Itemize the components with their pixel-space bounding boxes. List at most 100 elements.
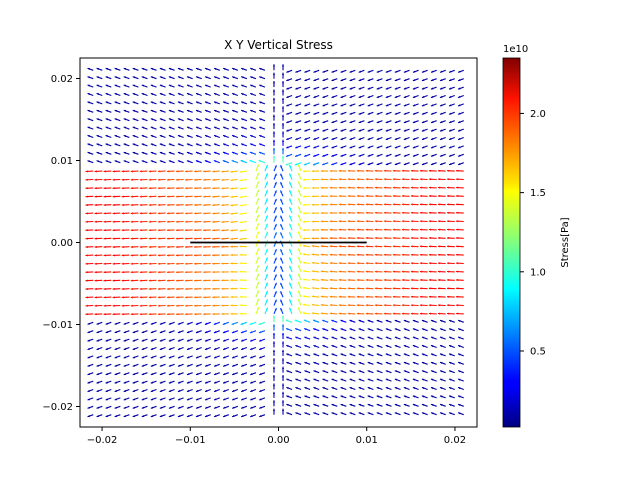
- quiver-arrow-head: [221, 237, 224, 240]
- quiver-arrow-head: [205, 372, 208, 376]
- quiver-arrow-head: [96, 398, 100, 401]
- quiver-arrow-head: [139, 195, 143, 198]
- quiver-arrow-head: [367, 78, 371, 82]
- quiver-arrow-head: [186, 67, 190, 71]
- quiver-arrow-head: [166, 262, 170, 265]
- quiver-arrow-head: [289, 232, 292, 235]
- quiver-arrow-head: [159, 143, 163, 146]
- quiver-arrow-head: [132, 143, 136, 146]
- quiver-arrow-head: [410, 178, 414, 181]
- quiver-arrow-head: [175, 237, 179, 240]
- quiver-arrow-head: [112, 313, 115, 316]
- quiver-arrow-head: [376, 70, 380, 73]
- quiver-arrow-head: [349, 353, 353, 356]
- quiver-arrow-head: [272, 114, 276, 117]
- quiver-arrow-head: [376, 345, 380, 348]
- quiver-arrow-head: [302, 270, 306, 273]
- quiver-arrow-head: [401, 287, 405, 290]
- quiver-arrow-head: [347, 312, 351, 315]
- quiver-arrow-head: [401, 245, 405, 248]
- quiver-arrow-head: [121, 296, 124, 299]
- quiver-arrow-head: [121, 212, 124, 215]
- quiver-arrow-head: [302, 220, 306, 223]
- quiver-arrow-head: [223, 372, 226, 376]
- quiver-arrow-head: [437, 211, 441, 214]
- quiver-arrow-head: [313, 328, 316, 331]
- quiver-arrow-head: [141, 151, 145, 155]
- quiver-arrow-head: [221, 304, 224, 307]
- quiver-arrow-head: [150, 151, 154, 155]
- quiver-arrow-head: [358, 112, 362, 115]
- quiver-arrow-head: [87, 76, 90, 79]
- quiver-arrow-head: [394, 403, 398, 407]
- quiver-arrow-head: [139, 187, 143, 190]
- quiver-arrow-head: [289, 190, 292, 193]
- quiver-arrow-head: [85, 229, 88, 232]
- quiver-arrow-head: [168, 67, 172, 71]
- quiver-arrow-head: [94, 254, 97, 257]
- quiver-arrow-head: [403, 95, 407, 98]
- quiver-arrow-head: [376, 112, 380, 115]
- quiver-arrow-head: [458, 361, 461, 365]
- quiver-arrow-head: [304, 378, 307, 381]
- quiver-arrow-head: [311, 295, 315, 298]
- quiver-arrow-head: [412, 412, 416, 415]
- quiver-arrow-head: [304, 395, 307, 398]
- y-tick-label: 0.00: [51, 238, 73, 249]
- quiver-arrow-head: [214, 84, 217, 87]
- quiver-arrow-head: [385, 129, 389, 132]
- quiver-arrow-head: [394, 328, 398, 331]
- quiver-arrow-head: [313, 395, 316, 398]
- quiver-arrow-head: [349, 403, 353, 407]
- quiver-arrow-head: [87, 84, 90, 87]
- colorbar-tick-label: 1.5: [530, 188, 546, 199]
- quiver-arrow-head: [347, 169, 351, 172]
- quiver-arrow-head: [358, 336, 362, 339]
- quiver-arrow-head: [105, 414, 109, 418]
- quiver-arrow-head: [230, 187, 233, 190]
- quiver-arrow-head: [186, 93, 190, 96]
- quiver-arrow-head: [195, 381, 199, 384]
- quiver-arrow-head: [329, 178, 332, 181]
- quiver-arrow-head: [205, 135, 208, 138]
- quiver-arrow-head: [403, 78, 407, 82]
- quiver-arrow-head: [367, 387, 371, 390]
- quiver-arrow-head: [311, 253, 315, 256]
- quiver-arrow-head: [430, 345, 434, 348]
- quiver-arrow-head: [412, 345, 416, 348]
- quiver-arrow-head: [412, 87, 416, 90]
- quiver-arrow-head: [214, 406, 217, 409]
- quiver-arrow-head: [412, 353, 416, 356]
- quiver-arrow-head: [356, 220, 360, 223]
- quiver-arrow-head: [150, 381, 154, 384]
- quiver-arrow-head: [298, 273, 301, 277]
- quiver-arrow-head: [392, 278, 396, 282]
- quiver-arrow-head: [85, 313, 88, 316]
- quiver-arrow-head: [313, 146, 316, 149]
- quiver-arrow-head: [394, 87, 398, 90]
- quiver-arrow-head: [166, 279, 170, 282]
- quiver-arrow-head: [203, 212, 206, 215]
- quiver-arrow-head: [195, 331, 199, 334]
- quiver-arrow-head: [320, 186, 323, 189]
- chart-title: X Y Vertical Stress: [224, 38, 333, 52]
- quiver-arrow-head: [439, 378, 443, 381]
- quiver-arrow-head: [298, 223, 301, 226]
- quiver-arrow-head: [456, 287, 459, 290]
- quiver-arrow-head: [103, 279, 106, 282]
- quiver-arrow-head: [94, 271, 97, 274]
- quiver-arrow-head: [114, 330, 118, 334]
- quiver-arrow-head: [394, 412, 398, 415]
- quiver-arrow-head: [87, 118, 90, 121]
- quiver-arrow-head: [358, 319, 362, 322]
- quiver-arrow-head: [87, 109, 90, 113]
- quiver-arrow-head: [322, 154, 325, 157]
- quiver-arrow-head: [410, 236, 414, 240]
- quiver-arrow-head: [130, 254, 133, 257]
- quiver-arrow-head: [175, 245, 179, 249]
- quiver-arrow-head: [256, 231, 259, 235]
- quiver-arrow-head: [374, 245, 378, 248]
- quiver-arrow-head: [446, 236, 450, 240]
- quiver-arrow-head: [185, 313, 188, 316]
- quiver-arrow-head: [103, 296, 106, 299]
